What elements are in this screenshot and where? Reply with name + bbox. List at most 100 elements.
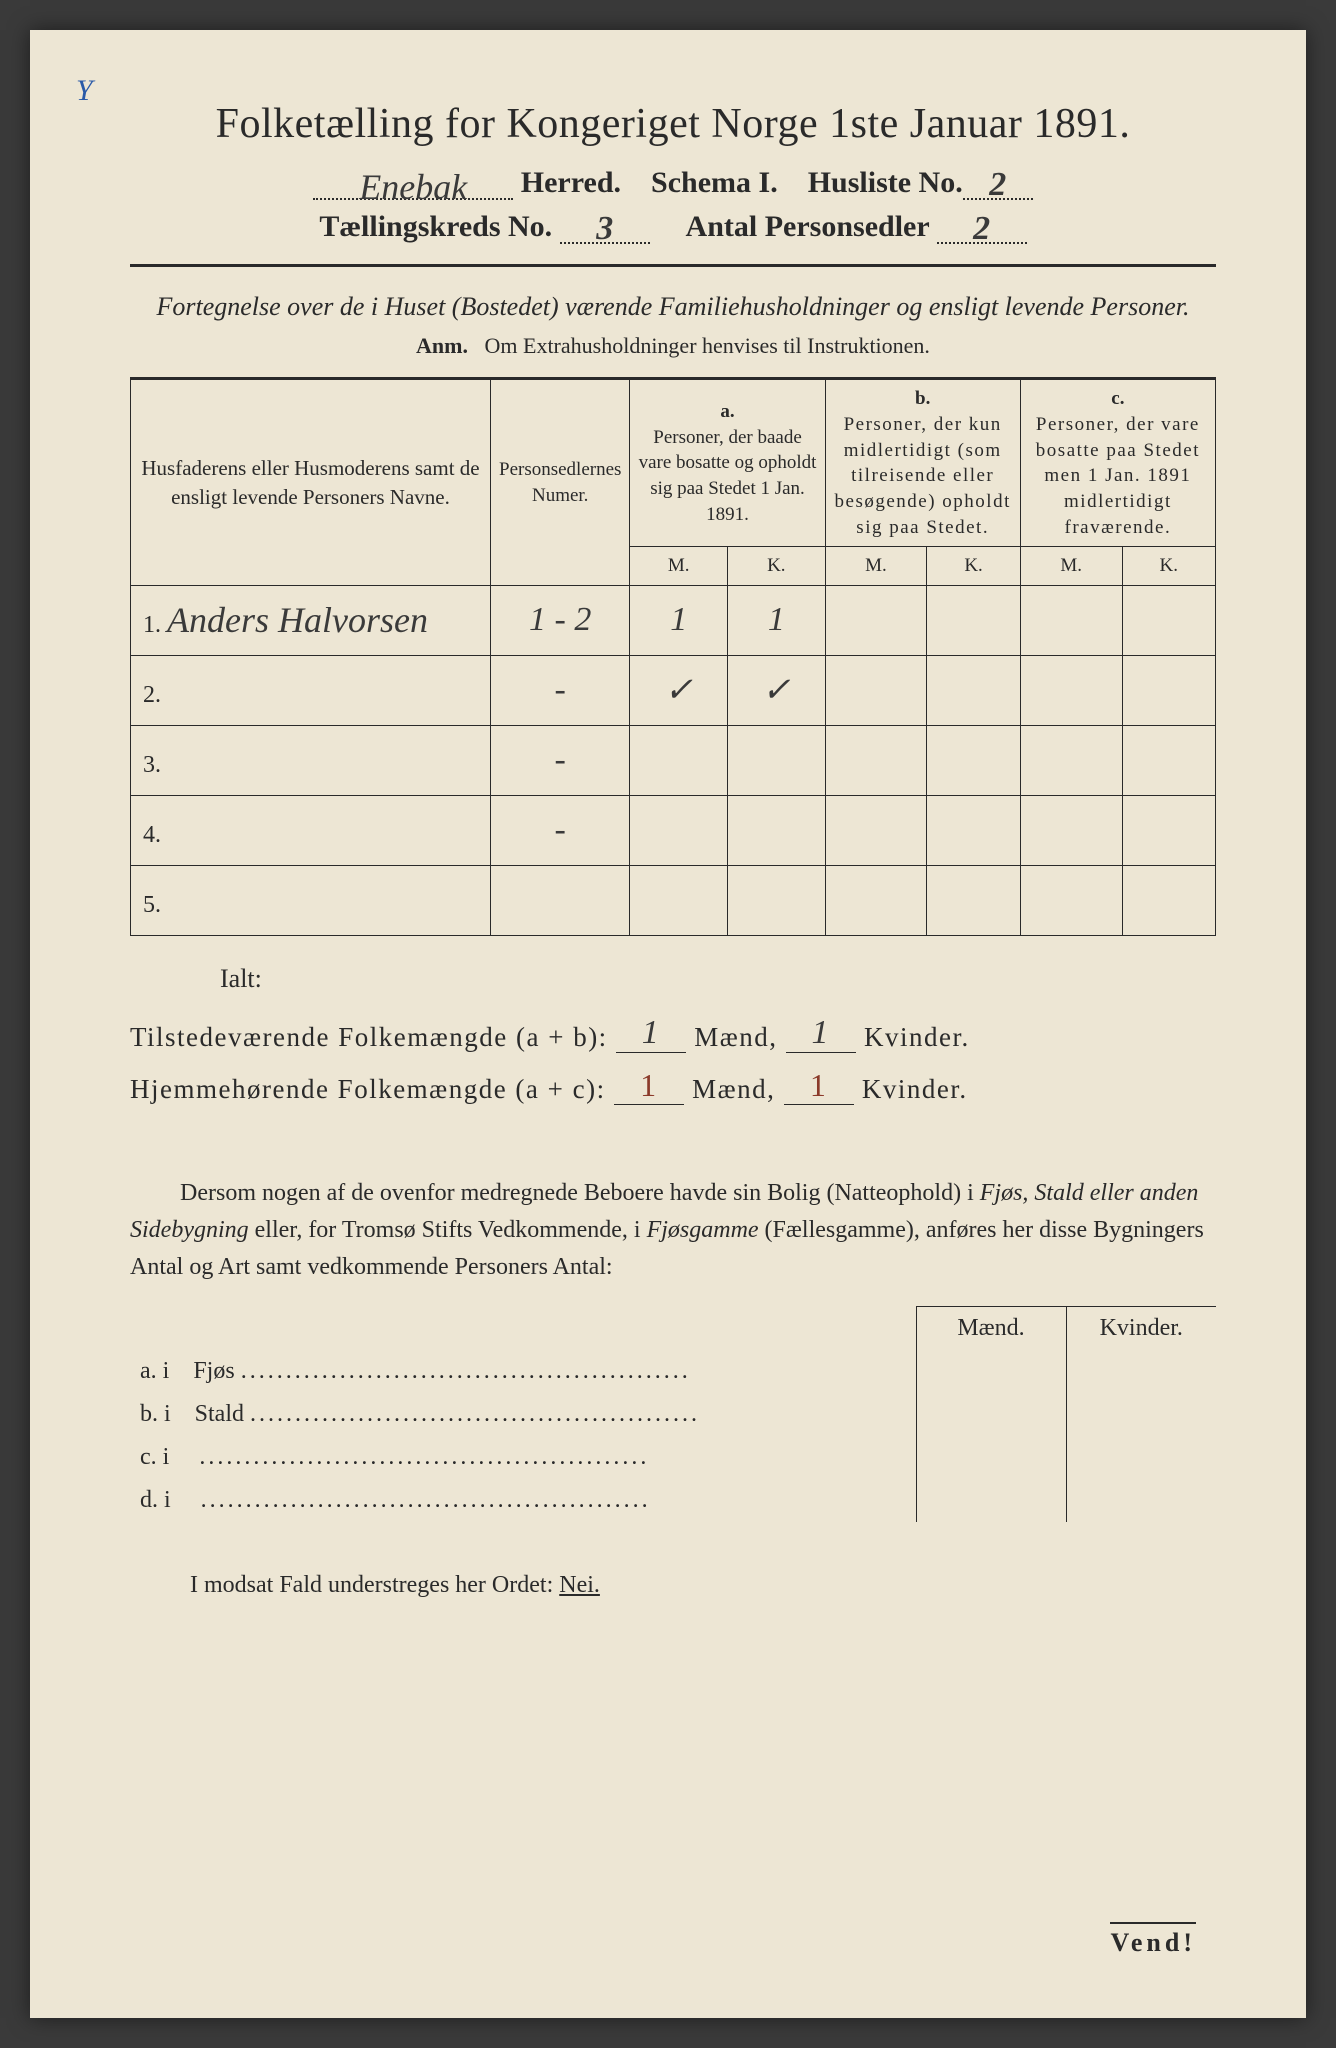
row-b-k bbox=[927, 865, 1020, 935]
row-a-k bbox=[728, 865, 826, 935]
row-c-m bbox=[1020, 655, 1122, 725]
schema-label: Schema I. bbox=[651, 166, 778, 199]
row-b-m bbox=[825, 725, 927, 795]
col-header-b: b. Personer, der kun midlertidigt (som t… bbox=[825, 379, 1020, 547]
page-title: Folketælling for Kongeriget Norge 1ste J… bbox=[130, 100, 1216, 148]
summary-kvinder-1: Kvinder. bbox=[864, 1022, 970, 1052]
sec-table-row: c. i bbox=[130, 1436, 1216, 1479]
col-header-c: c. Personer, der vare bosatte paa Stedet… bbox=[1020, 379, 1215, 547]
row-b-k bbox=[927, 795, 1020, 865]
row-b-m bbox=[825, 795, 927, 865]
row-num-cell: - bbox=[491, 795, 630, 865]
table-row: 3. - bbox=[131, 725, 1216, 795]
row-b-k bbox=[927, 585, 1020, 655]
table-row: 2. -✓✓ bbox=[131, 655, 1216, 725]
herred-field: Enebak bbox=[313, 166, 513, 200]
row-a-k bbox=[728, 795, 826, 865]
summary-2-label: Hjemmehørende Folkemængde (a + c): bbox=[130, 1074, 606, 1104]
sec-h-maend: Mænd. bbox=[916, 1307, 1066, 1351]
row-a-k: ✓ bbox=[728, 655, 826, 725]
row-num-cell: - bbox=[491, 655, 630, 725]
census-form-page: Y Folketælling for Kongeriget Norge 1ste… bbox=[30, 30, 1306, 2018]
col-c-m: M. bbox=[1020, 547, 1122, 586]
sec-table-row: d. i bbox=[130, 1479, 1216, 1522]
row-a-m bbox=[630, 865, 728, 935]
sec-row-m bbox=[916, 1393, 1066, 1436]
summary-1-m: 1 bbox=[616, 1014, 686, 1053]
summary-kvinder-2: Kvinder. bbox=[862, 1074, 968, 1104]
table-row: 1. Anders Halvorsen1 - 211 bbox=[131, 585, 1216, 655]
row-num-cell: - bbox=[491, 725, 630, 795]
sec-row-label: b. i Stald bbox=[130, 1393, 916, 1436]
sec-row-k bbox=[1066, 1393, 1216, 1436]
col-c-k: K. bbox=[1122, 547, 1215, 586]
row-c-m bbox=[1020, 865, 1122, 935]
table-row: 5. bbox=[131, 865, 1216, 935]
sec-h-kvinder: Kvinder. bbox=[1066, 1307, 1216, 1351]
kreds-value: 3 bbox=[596, 210, 613, 247]
col-b-label: b. bbox=[915, 388, 930, 409]
husliste-value: 2 bbox=[989, 166, 1006, 203]
sec-row-k bbox=[1066, 1350, 1216, 1393]
herred-label: Herred. bbox=[521, 166, 621, 199]
husliste-field: 2 bbox=[963, 166, 1033, 200]
col-header-names: Husfaderens eller Husmoderens samt de en… bbox=[131, 379, 491, 585]
col-a-k: K. bbox=[728, 547, 826, 586]
main-table: Husfaderens eller Husmoderens samt de en… bbox=[130, 377, 1216, 935]
nei-prefix: I modsat Fald understreges her Ordet: bbox=[190, 1572, 553, 1598]
sedler-value: 2 bbox=[973, 210, 990, 247]
row-b-m bbox=[825, 655, 927, 725]
row-a-m: 1 bbox=[630, 585, 728, 655]
sec-row-k bbox=[1066, 1479, 1216, 1522]
col-c-label: c. bbox=[1111, 388, 1124, 409]
ialt-label: Ialt: bbox=[220, 964, 1216, 994]
table-row: 4. - bbox=[131, 795, 1216, 865]
anm-prefix: Anm. bbox=[416, 333, 468, 358]
row-name-cell: 1. Anders Halvorsen bbox=[131, 585, 491, 655]
row-c-k bbox=[1122, 865, 1215, 935]
col-b-k: K. bbox=[927, 547, 1020, 586]
col-header-a: a. Personer, der baade vare bosatte og o… bbox=[630, 379, 825, 547]
col-b-text: Personer, der kun midlertidigt (som tilr… bbox=[835, 414, 1011, 538]
row-b-k bbox=[927, 655, 1020, 725]
row-c-k bbox=[1122, 655, 1215, 725]
header-line-1: Enebak Herred. Schema I. Husliste No. 2 bbox=[130, 166, 1216, 200]
col-c-text: Personer, der vare bosatte paa Stedet me… bbox=[1036, 414, 1200, 538]
building-paragraph: Dersom nogen af de ovenfor medregnede Be… bbox=[130, 1175, 1216, 1287]
marginal-mark: Y bbox=[76, 74, 93, 108]
row-name-cell: 2. bbox=[131, 655, 491, 725]
vend-label: Vend! bbox=[1110, 1922, 1196, 1958]
herred-value: Enebak bbox=[359, 167, 467, 207]
sedler-field: 2 bbox=[937, 210, 1027, 244]
summary-maend-1: Mænd, bbox=[694, 1022, 777, 1052]
row-a-m bbox=[630, 725, 728, 795]
nei-word: Nei. bbox=[559, 1572, 600, 1598]
sec-row-label: c. i bbox=[130, 1436, 916, 1479]
sec-table-row: a. i Fjøs bbox=[130, 1350, 1216, 1393]
summary-maend-2: Mænd, bbox=[692, 1074, 775, 1104]
row-name-cell: 4. bbox=[131, 795, 491, 865]
row-c-m bbox=[1020, 585, 1122, 655]
row-name-cell: 3. bbox=[131, 725, 491, 795]
row-c-k bbox=[1122, 725, 1215, 795]
kreds-label: Tællingskreds No. bbox=[319, 210, 552, 243]
row-c-m bbox=[1020, 725, 1122, 795]
sec-row-k bbox=[1066, 1436, 1216, 1479]
secondary-table: Mænd. Kvinder. a. i Fjøs b. i Stald c. i… bbox=[130, 1306, 1216, 1522]
row-c-m bbox=[1020, 795, 1122, 865]
husliste-label: Husliste No. bbox=[808, 166, 963, 199]
row-c-k bbox=[1122, 795, 1215, 865]
sedler-label: Antal Personsedler bbox=[686, 210, 930, 243]
sec-row-label: d. i bbox=[130, 1479, 916, 1522]
col-header-numer: Personsedlernes Numer. bbox=[491, 379, 630, 585]
row-a-m bbox=[630, 795, 728, 865]
row-a-k bbox=[728, 725, 826, 795]
col-a-text: Personer, der baade vare bosatte og opho… bbox=[639, 427, 817, 525]
divider-line bbox=[130, 264, 1216, 267]
intro-text: Fortegnelse over de i Huset (Bostedet) v… bbox=[130, 289, 1216, 325]
row-num-cell: 1 - 2 bbox=[491, 585, 630, 655]
col-b-m: M. bbox=[825, 547, 927, 586]
col-a-m: M. bbox=[630, 547, 728, 586]
summary-1-k: 1 bbox=[786, 1014, 856, 1053]
col-a-label: a. bbox=[720, 401, 734, 422]
